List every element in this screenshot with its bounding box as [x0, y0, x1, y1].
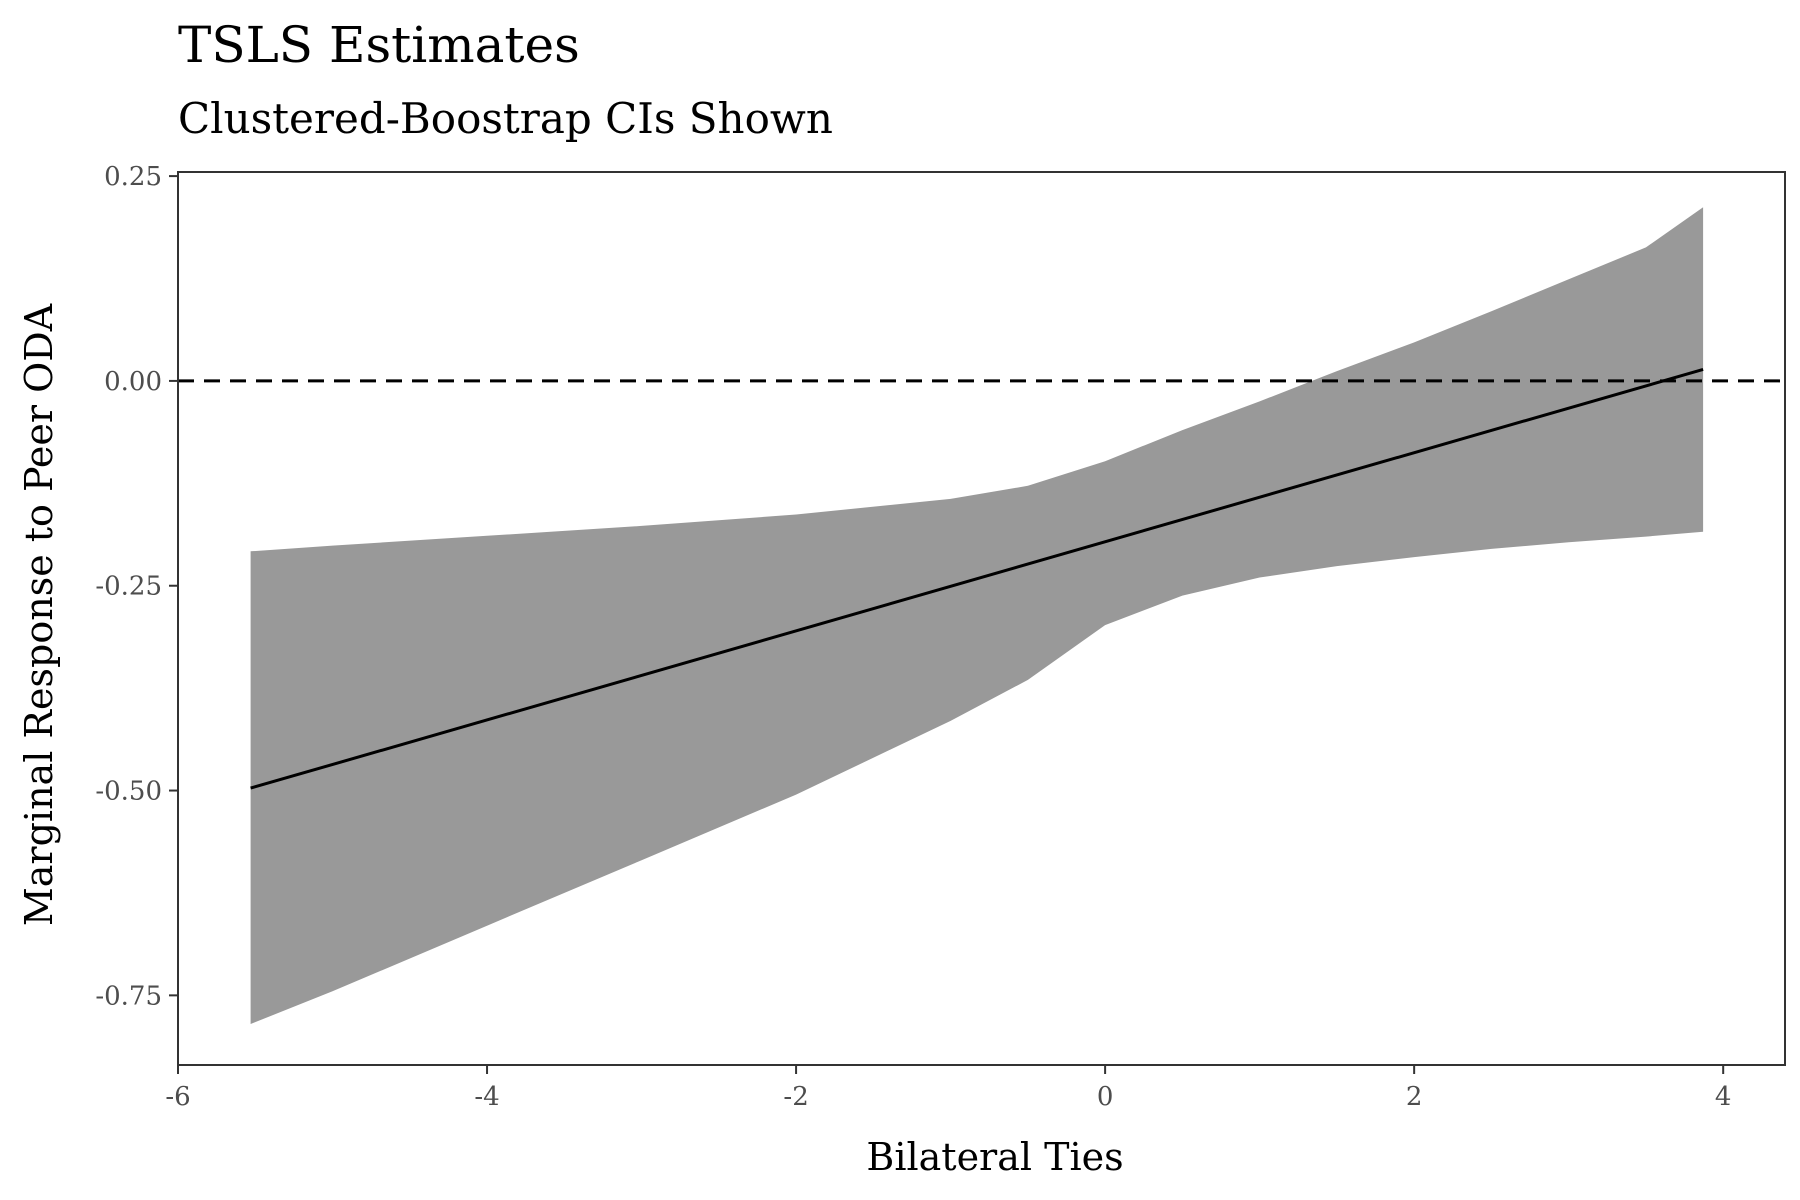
confidence-ribbon [250, 207, 1704, 1024]
x-tick-label: 0 [1097, 1082, 1114, 1112]
x-tick-label: -4 [474, 1082, 499, 1112]
chart-subtitle: Clustered-Boostrap CIs Shown [178, 94, 833, 143]
y-axis-title: Marginal Response to Peer ODA [17, 303, 61, 926]
panel-border [177, 171, 1786, 1066]
y-tick-label: 0.00 [104, 367, 162, 397]
x-axis: -6 -4 -2 0 2 4 [165, 1065, 1731, 1112]
estimate-line [250, 367, 1704, 790]
x-tick-label: -2 [783, 1082, 808, 1112]
y-tick-label: -0.25 [95, 572, 162, 602]
x-tick-label: 4 [1715, 1082, 1732, 1112]
y-axis: 0.25 0.00 -0.25 -0.50 -0.75 [95, 162, 178, 1011]
y-tick-label: -0.50 [95, 777, 162, 807]
plot-area [177, 171, 1786, 1066]
y-tick-label: 0.25 [104, 162, 162, 192]
x-tick-label: -6 [165, 1082, 190, 1112]
x-axis-title: Bilateral Ties [866, 1135, 1123, 1179]
x-tick-label: 2 [1406, 1082, 1423, 1112]
y-tick-label: -0.75 [95, 981, 162, 1011]
chart-title: TSLS Estimates [178, 16, 580, 74]
